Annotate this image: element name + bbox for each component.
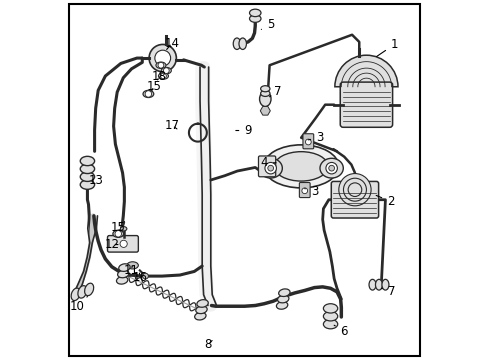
- Ellipse shape: [80, 156, 94, 166]
- Circle shape: [120, 240, 127, 247]
- Text: 8: 8: [204, 338, 212, 351]
- Text: 7: 7: [381, 285, 394, 298]
- Ellipse shape: [375, 279, 382, 290]
- Ellipse shape: [323, 312, 337, 321]
- Text: 7: 7: [269, 85, 281, 98]
- Ellipse shape: [260, 86, 269, 92]
- Circle shape: [338, 174, 370, 206]
- Circle shape: [163, 68, 169, 73]
- Ellipse shape: [116, 276, 127, 284]
- Circle shape: [328, 165, 334, 171]
- Text: 11: 11: [124, 264, 139, 277]
- Circle shape: [301, 188, 307, 194]
- Ellipse shape: [381, 279, 388, 290]
- Text: 1: 1: [376, 38, 397, 57]
- Text: 5: 5: [261, 18, 273, 31]
- Ellipse shape: [278, 289, 289, 297]
- Text: 4: 4: [260, 156, 276, 169]
- FancyBboxPatch shape: [258, 156, 275, 177]
- Text: 15: 15: [146, 80, 161, 93]
- Ellipse shape: [368, 279, 375, 290]
- Text: 16: 16: [133, 271, 148, 284]
- Ellipse shape: [126, 262, 138, 269]
- Ellipse shape: [113, 230, 123, 237]
- Ellipse shape: [319, 158, 343, 178]
- FancyBboxPatch shape: [107, 235, 138, 252]
- Text: 14: 14: [164, 36, 179, 50]
- Ellipse shape: [233, 38, 240, 49]
- Text: 2: 2: [375, 195, 394, 208]
- Circle shape: [347, 183, 361, 197]
- Text: 17: 17: [164, 119, 179, 132]
- Circle shape: [145, 91, 151, 97]
- Circle shape: [325, 162, 337, 174]
- Ellipse shape: [259, 158, 282, 178]
- Ellipse shape: [249, 9, 261, 17]
- Ellipse shape: [117, 270, 129, 278]
- Ellipse shape: [142, 90, 153, 98]
- Circle shape: [160, 73, 166, 79]
- Ellipse shape: [323, 304, 337, 313]
- Polygon shape: [260, 107, 270, 115]
- Ellipse shape: [276, 302, 287, 309]
- Circle shape: [267, 165, 273, 171]
- Ellipse shape: [156, 62, 165, 68]
- Ellipse shape: [197, 300, 208, 307]
- Ellipse shape: [161, 67, 171, 74]
- Ellipse shape: [194, 312, 205, 320]
- Text: 3: 3: [304, 185, 318, 198]
- Circle shape: [343, 178, 366, 201]
- Text: 18: 18: [151, 69, 166, 82]
- Ellipse shape: [277, 295, 288, 303]
- Ellipse shape: [263, 145, 338, 188]
- Ellipse shape: [259, 91, 270, 107]
- Ellipse shape: [84, 283, 94, 296]
- Text: 6: 6: [333, 325, 347, 338]
- FancyBboxPatch shape: [299, 183, 309, 198]
- Circle shape: [264, 162, 276, 174]
- Ellipse shape: [274, 152, 327, 181]
- Text: 3: 3: [308, 131, 323, 144]
- Circle shape: [158, 62, 163, 68]
- Text: 13: 13: [88, 174, 103, 186]
- Ellipse shape: [120, 226, 126, 231]
- Circle shape: [149, 44, 176, 72]
- Ellipse shape: [119, 264, 130, 271]
- Text: 9: 9: [235, 124, 251, 137]
- Ellipse shape: [80, 164, 94, 174]
- Ellipse shape: [249, 15, 261, 22]
- Ellipse shape: [158, 73, 168, 79]
- FancyBboxPatch shape: [303, 134, 313, 149]
- Ellipse shape: [71, 288, 80, 301]
- Ellipse shape: [78, 285, 87, 298]
- Circle shape: [115, 230, 121, 237]
- Text: 10: 10: [69, 297, 87, 313]
- Text: 15: 15: [111, 221, 125, 234]
- Ellipse shape: [195, 306, 207, 314]
- FancyBboxPatch shape: [330, 181, 378, 218]
- Ellipse shape: [323, 319, 337, 329]
- Circle shape: [142, 273, 148, 279]
- Ellipse shape: [80, 180, 94, 189]
- FancyBboxPatch shape: [340, 82, 392, 127]
- Wedge shape: [334, 55, 397, 87]
- Circle shape: [305, 139, 310, 145]
- Circle shape: [155, 50, 170, 66]
- Ellipse shape: [260, 90, 269, 96]
- Ellipse shape: [80, 172, 94, 181]
- Ellipse shape: [239, 38, 246, 49]
- Text: 12: 12: [105, 238, 120, 251]
